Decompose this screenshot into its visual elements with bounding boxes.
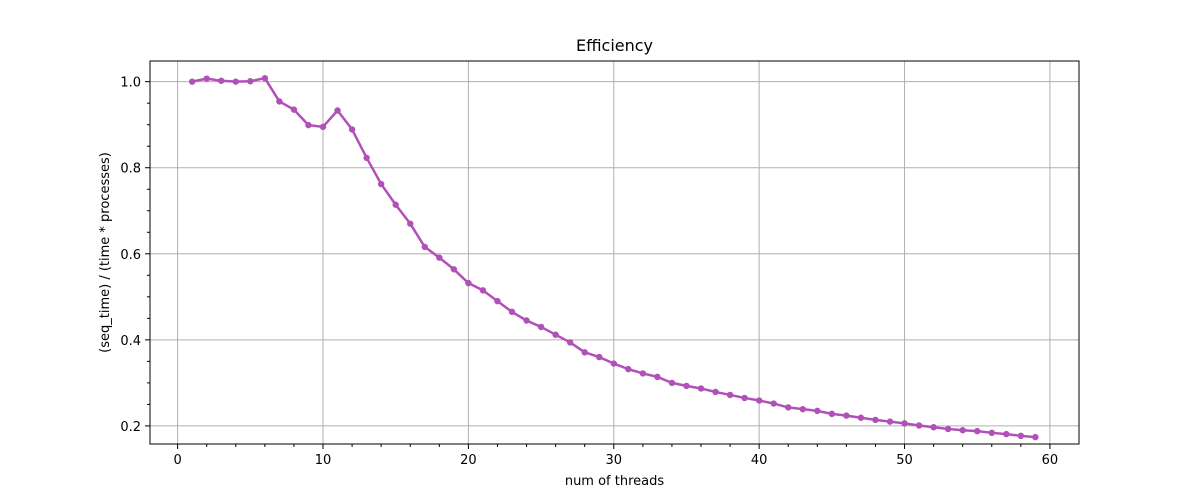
data-point (625, 365, 632, 373)
data-point (683, 382, 690, 390)
data-point (741, 394, 748, 402)
x-tick-label: 50 (896, 453, 913, 468)
y-tick-label: 1.0 (120, 76, 141, 91)
data-point (261, 75, 269, 82)
data-point (348, 126, 356, 133)
data-point (1003, 430, 1010, 438)
data-point (988, 429, 995, 437)
data-point (392, 201, 399, 208)
data-point (377, 180, 385, 188)
data-point (596, 353, 603, 361)
data-point (755, 397, 763, 404)
data-point (508, 308, 516, 316)
data-point (959, 427, 966, 434)
data-point (944, 425, 952, 433)
chart-title: Efficiency (576, 36, 653, 55)
data-point (523, 317, 530, 324)
x-tick-label: 40 (751, 453, 768, 468)
data-point (974, 427, 981, 435)
y-tick-label: 0.6 (120, 248, 141, 263)
data-point (537, 323, 545, 331)
data-point (334, 107, 341, 114)
x-axis-label: num of threads (565, 474, 665, 489)
data-point (407, 220, 414, 227)
data-point (421, 243, 428, 251)
data-point (203, 75, 210, 82)
data-point (785, 404, 792, 411)
y-tick-label: 0.2 (120, 420, 141, 435)
data-point (639, 370, 647, 377)
data-point (930, 424, 937, 431)
y-tick-label: 0.8 (120, 162, 141, 177)
data-point (799, 405, 806, 413)
x-tick-label: 60 (1042, 453, 1059, 468)
x-tick-label: 30 (605, 453, 622, 468)
data-point (363, 154, 370, 162)
x-tick-label: 0 (173, 453, 181, 468)
y-tick-label: 0.4 (120, 334, 141, 349)
data-point (276, 98, 283, 105)
data-point (857, 414, 865, 421)
y-axis-label: (seq_time) / (time * processes) (98, 152, 113, 353)
data-point (814, 407, 821, 415)
data-point (697, 385, 705, 392)
x-tick-label: 20 (460, 453, 477, 468)
data-point (654, 373, 661, 381)
data-point (872, 416, 879, 424)
data-point (450, 266, 458, 273)
data-point (770, 400, 777, 407)
data-point (915, 422, 923, 429)
data-point (319, 123, 327, 131)
data-point (1017, 432, 1025, 440)
data-point (610, 360, 617, 367)
data-point (305, 121, 312, 129)
data-point (247, 78, 254, 85)
data-point (494, 297, 501, 305)
grid-lines (150, 61, 1079, 444)
data-point (828, 410, 836, 418)
plot-frame (149, 60, 1080, 445)
data-point (218, 77, 225, 84)
data-point (712, 388, 719, 396)
data-point (901, 420, 908, 427)
data-series (188, 75, 1039, 441)
data-point (1032, 433, 1039, 441)
data-point (465, 279, 472, 287)
data-point (436, 254, 443, 261)
data-point (188, 78, 196, 85)
data-point (843, 412, 850, 419)
data-point (668, 379, 676, 387)
data-point (552, 331, 559, 338)
data-point (581, 349, 588, 356)
data-point (566, 339, 574, 346)
data-point (886, 418, 894, 425)
data-point (479, 287, 487, 294)
axis-ticks: 0 10 20 30 40 50 60 0.2 0.4 0.6 0.8 1.0 (120, 76, 1058, 468)
data-point (726, 391, 734, 399)
x-tick-label: 10 (315, 453, 332, 468)
data-point (290, 106, 298, 113)
data-point (232, 78, 239, 85)
